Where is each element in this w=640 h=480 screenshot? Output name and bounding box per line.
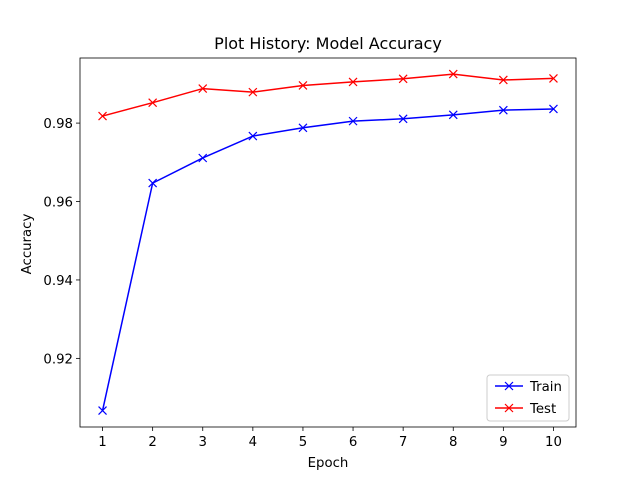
y-tick-label: 0.94 — [43, 274, 73, 289]
data-point-train — [348, 116, 358, 126]
data-point-test — [298, 81, 308, 90]
data-point-test — [398, 74, 408, 84]
data-point-test — [98, 111, 107, 121]
data-point-train — [198, 153, 208, 163]
y-axis-label: Accuracy — [20, 214, 35, 275]
x-tick-label: 4 — [249, 435, 257, 450]
legend-marker-test — [504, 403, 514, 413]
data-point-train — [448, 110, 458, 120]
plot-area: 1 2 3 4 5 6 7 8 9 10 0.92 0.94 0.96 0.98 — [43, 57, 577, 450]
data-point-test — [148, 98, 158, 108]
series-line-test — [102, 73, 554, 117]
axes-frame — [79, 57, 577, 428]
legend-marker-train — [504, 381, 514, 391]
x-tick-label: 3 — [199, 435, 207, 450]
data-point-test — [248, 87, 258, 97]
data-point-train — [398, 114, 408, 124]
data-point-train — [298, 123, 308, 133]
data-point-test — [198, 84, 208, 94]
x-tick-label: 7 — [399, 435, 407, 450]
x-tick-label: 6 — [349, 435, 357, 450]
data-point-train — [498, 105, 508, 115]
x-tick-label: 1 — [98, 435, 106, 450]
data-point-train — [549, 104, 558, 114]
chart-title: Plot History: Model Accuracy — [214, 34, 442, 53]
x-tick-label: 8 — [449, 435, 457, 450]
y-tick-label: 0.96 — [43, 196, 73, 211]
x-tick-label: 9 — [499, 435, 507, 450]
data-point-train — [148, 178, 158, 188]
x-tick-label: 5 — [299, 435, 307, 450]
data-point-train — [98, 406, 107, 415]
data-point-test — [498, 75, 508, 85]
x-tick-label: 10 — [545, 435, 562, 450]
data-point-test — [448, 69, 458, 79]
data-point-test — [348, 77, 358, 87]
x-tick-label: 2 — [148, 435, 156, 450]
y-tick-label: 0.98 — [43, 117, 73, 132]
y-tick-label: 0.92 — [43, 352, 73, 367]
data-point-train — [248, 131, 258, 141]
series-line-train — [101, 108, 554, 411]
data-point-test — [549, 73, 558, 83]
x-axis-label: Epoch — [308, 456, 349, 471]
legend-label-test: Test — [529, 402, 556, 417]
legend-label-train: Train — [529, 380, 562, 395]
legend: Train Test — [486, 374, 570, 422]
